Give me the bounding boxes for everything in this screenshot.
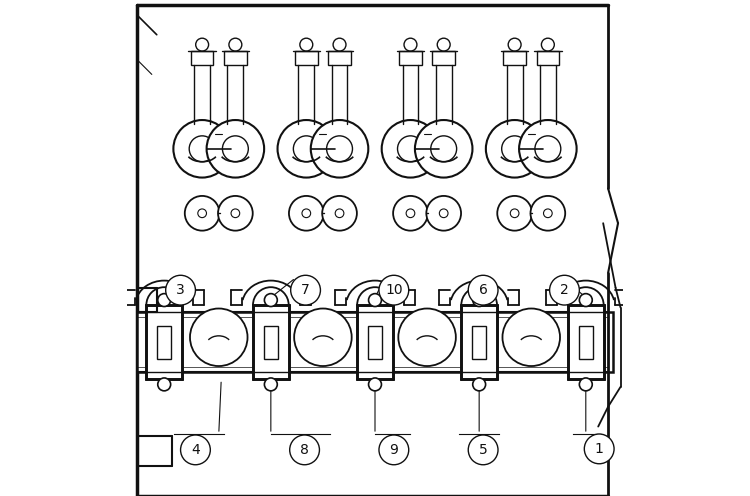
Circle shape (300, 38, 313, 51)
Text: 1: 1 (595, 442, 604, 456)
Text: 4: 4 (191, 443, 200, 457)
Circle shape (335, 209, 344, 218)
Bar (433, 51, 455, 65)
Text: 10: 10 (385, 283, 403, 297)
Circle shape (198, 209, 206, 218)
Bar (190, 51, 214, 65)
Circle shape (486, 120, 544, 178)
Circle shape (544, 209, 552, 218)
Circle shape (530, 196, 566, 231)
Circle shape (158, 294, 171, 307)
Bar (158, 326, 171, 359)
Circle shape (382, 120, 440, 178)
Circle shape (430, 136, 457, 162)
Circle shape (415, 120, 472, 178)
Circle shape (535, 136, 561, 162)
Circle shape (368, 294, 382, 307)
Circle shape (184, 196, 220, 231)
Bar (579, 326, 592, 359)
Circle shape (503, 309, 560, 366)
Circle shape (468, 275, 498, 305)
Circle shape (218, 196, 253, 231)
Text: 5: 5 (478, 443, 488, 457)
Circle shape (510, 209, 519, 218)
Circle shape (173, 120, 231, 178)
Circle shape (265, 378, 278, 391)
Circle shape (379, 435, 409, 465)
Circle shape (310, 120, 368, 178)
Circle shape (289, 196, 324, 231)
Circle shape (290, 435, 320, 465)
Circle shape (190, 309, 248, 366)
Circle shape (393, 196, 427, 231)
Circle shape (584, 434, 614, 464)
Bar (472, 326, 486, 359)
Circle shape (229, 38, 242, 51)
Bar (137, 312, 613, 372)
Circle shape (278, 120, 335, 178)
Bar (461, 305, 497, 379)
Circle shape (497, 196, 532, 231)
Circle shape (550, 275, 579, 305)
Circle shape (509, 38, 521, 51)
Text: 2: 2 (560, 283, 568, 297)
Text: 9: 9 (389, 443, 398, 457)
Circle shape (265, 294, 278, 307)
Circle shape (189, 136, 215, 162)
Circle shape (326, 136, 352, 162)
Bar (146, 305, 182, 379)
Circle shape (231, 209, 240, 218)
Circle shape (426, 196, 461, 231)
Circle shape (404, 38, 417, 51)
Bar (295, 51, 317, 65)
Circle shape (472, 378, 485, 391)
Circle shape (468, 435, 498, 465)
Circle shape (379, 275, 409, 305)
Bar (503, 51, 526, 65)
Bar (536, 51, 560, 65)
Circle shape (519, 120, 577, 178)
Circle shape (406, 209, 415, 218)
Circle shape (322, 196, 357, 231)
Circle shape (437, 38, 450, 51)
Circle shape (579, 294, 592, 307)
Circle shape (166, 275, 196, 305)
Bar (328, 51, 351, 65)
Circle shape (291, 275, 320, 305)
Circle shape (293, 136, 320, 162)
Circle shape (223, 136, 248, 162)
Circle shape (542, 38, 554, 51)
Bar (399, 51, 422, 65)
Text: 3: 3 (176, 283, 185, 297)
Circle shape (196, 38, 208, 51)
Circle shape (368, 378, 382, 391)
Text: 6: 6 (478, 283, 488, 297)
Circle shape (398, 136, 424, 162)
Circle shape (472, 294, 485, 307)
Bar (368, 326, 382, 359)
Circle shape (502, 136, 527, 162)
Bar (224, 51, 247, 65)
Text: 7: 7 (302, 283, 310, 297)
Circle shape (333, 38, 346, 51)
Circle shape (206, 120, 264, 178)
Bar (568, 305, 604, 379)
Circle shape (398, 309, 456, 366)
Bar (253, 305, 289, 379)
Circle shape (579, 378, 592, 391)
Circle shape (181, 435, 210, 465)
Circle shape (158, 378, 171, 391)
Bar (357, 305, 393, 379)
Circle shape (294, 309, 352, 366)
Circle shape (302, 209, 310, 218)
Circle shape (440, 209, 448, 218)
Bar (264, 326, 278, 359)
Text: 8: 8 (300, 443, 309, 457)
